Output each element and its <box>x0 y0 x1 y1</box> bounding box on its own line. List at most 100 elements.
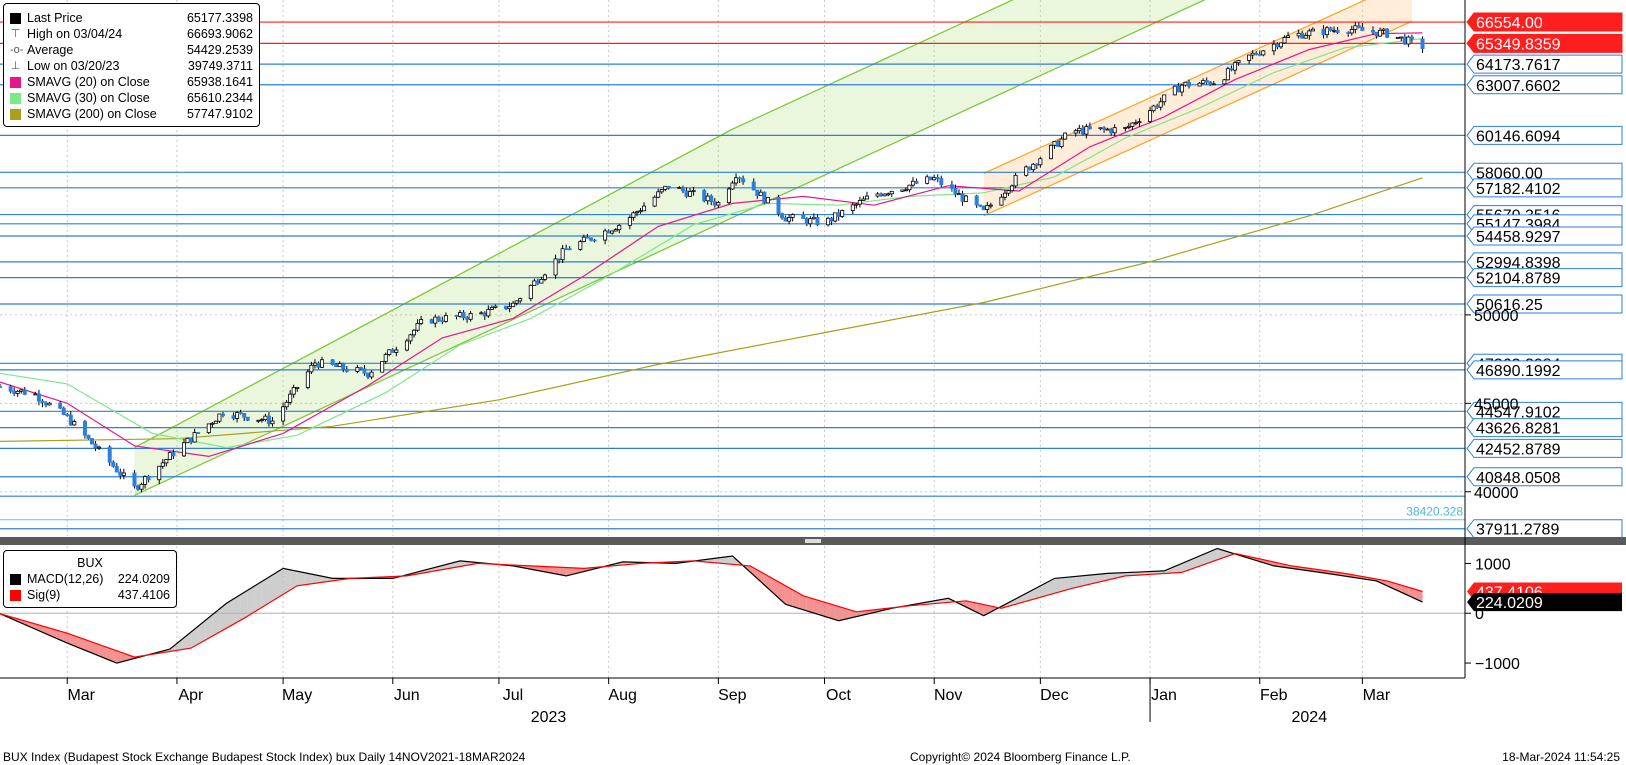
candle-body <box>932 177 937 181</box>
candle-body <box>960 193 965 202</box>
candle-body <box>90 438 95 445</box>
level-tag <box>1466 519 1623 539</box>
channel-upper-line <box>732 0 1015 130</box>
candle <box>245 416 250 422</box>
candle <box>787 214 792 225</box>
candle-body <box>383 354 388 362</box>
candle-body <box>1151 105 1156 112</box>
candle <box>1084 123 1089 139</box>
level-tag-label: 44547.9102 <box>1476 404 1561 421</box>
candle <box>1324 26 1329 39</box>
macd-histogram-fill <box>1019 593 1027 604</box>
candle-body <box>712 201 717 206</box>
candle-body <box>776 196 781 215</box>
candle-body <box>58 402 63 409</box>
candle-body <box>1356 25 1361 28</box>
macd-histogram-fill <box>1167 566 1175 574</box>
candle <box>139 482 144 493</box>
candle <box>1123 126 1128 132</box>
candle-body <box>86 434 91 439</box>
macd-legend-row: Sig(9) 437.4106 <box>10 587 170 603</box>
candle-body <box>213 420 218 424</box>
candle-body <box>1254 52 1259 55</box>
candle <box>1073 128 1078 137</box>
candle <box>196 432 201 434</box>
level-tag <box>1466 438 1623 458</box>
candle <box>461 310 466 321</box>
macd-histogram-fill <box>714 557 722 564</box>
candle-body <box>935 177 940 179</box>
candle-body <box>1201 80 1206 84</box>
trend-channels <box>134 0 1413 496</box>
candle-body <box>542 274 547 280</box>
level-tag <box>1466 418 1623 438</box>
candle-body <box>404 340 409 351</box>
candle <box>1409 34 1414 43</box>
macd-legend: BUX MACD(12,26) 224.0209 Sig(9) 437.4106 <box>3 550 177 608</box>
candle <box>1254 50 1259 56</box>
candle-body <box>1002 192 1007 198</box>
candle-body <box>146 476 151 481</box>
candle <box>259 417 264 423</box>
macd-histogram-fill <box>552 566 560 575</box>
candle <box>882 193 887 197</box>
candle-body <box>1204 80 1209 83</box>
macd-histogram-fill <box>1394 582 1402 593</box>
candle <box>907 184 912 193</box>
candle <box>1271 40 1276 56</box>
candle-body <box>1172 85 1177 96</box>
candle-body <box>758 191 763 196</box>
candle-body <box>903 189 908 192</box>
candle <box>939 175 944 188</box>
candle-body <box>836 212 841 217</box>
candle <box>82 419 87 439</box>
candle <box>762 191 767 205</box>
candle-body <box>829 217 834 222</box>
candle-body <box>833 212 838 222</box>
candle-body <box>737 177 742 180</box>
candle-body <box>1310 28 1315 32</box>
candle-body <box>210 422 215 425</box>
macd-histogram-fill <box>268 572 277 604</box>
macd-histogram-fill <box>261 577 269 608</box>
candle-body <box>889 190 894 195</box>
candle <box>341 362 346 373</box>
candle-body <box>705 195 710 202</box>
macd-histogram-fill <box>962 601 970 609</box>
candle <box>1385 28 1390 39</box>
candle <box>1130 122 1135 131</box>
candle <box>1027 166 1032 171</box>
candle <box>1261 49 1266 57</box>
macd-histogram-fill <box>318 575 326 583</box>
candle <box>780 212 785 220</box>
candle <box>1370 26 1375 36</box>
candle-body <box>433 316 438 324</box>
candle-body <box>1112 127 1117 134</box>
level-tag-label: 64173.7617 <box>1476 57 1561 74</box>
candle-body <box>266 415 271 425</box>
candle-body <box>1402 36 1407 45</box>
level-tag-label: 58060.00 <box>1476 165 1543 182</box>
candle-body <box>1261 50 1266 56</box>
candle <box>146 474 151 483</box>
candle <box>358 366 363 371</box>
candle <box>132 470 137 489</box>
macd-histogram-fill <box>792 589 800 609</box>
candle-body <box>857 200 862 205</box>
macd-legend-value: 224.0209 <box>117 572 170 586</box>
candle <box>167 451 172 460</box>
candle-body <box>189 437 194 443</box>
level-tag <box>1466 360 1623 380</box>
x-tick-label: Sep <box>718 687 747 704</box>
candle <box>928 176 933 181</box>
candle <box>235 411 240 423</box>
candle-body <box>557 258 562 261</box>
candle <box>192 428 197 443</box>
candle-body <box>1321 28 1326 36</box>
candle <box>220 411 225 418</box>
candle <box>999 194 1004 206</box>
candle <box>415 319 420 332</box>
candle <box>511 300 516 308</box>
candle-body <box>143 476 148 485</box>
level-tag <box>1466 268 1623 288</box>
